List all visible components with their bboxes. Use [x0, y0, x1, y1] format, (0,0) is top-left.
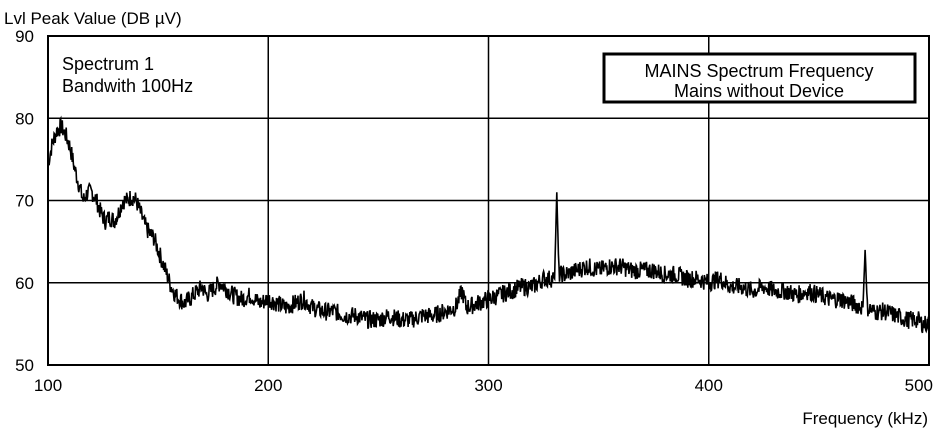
y-tick-label: 60	[15, 274, 34, 293]
y-tick-label: 90	[15, 27, 34, 46]
plot-frame	[47, 35, 930, 366]
x-tick-label: 300	[474, 376, 502, 395]
legend-subtitle: Mains without Device	[674, 81, 844, 101]
legend-box	[602, 52, 917, 104]
x-tick-label: 500	[905, 376, 933, 395]
y-tick-label: 50	[15, 356, 34, 375]
series-line	[47, 115, 930, 334]
legend-title: MAINS Spectrum Frequency	[644, 61, 873, 81]
y-tick-label: 80	[15, 109, 34, 128]
x-tick-label: 200	[254, 376, 282, 395]
spectrum-annotation-line1: Spectrum 1	[62, 54, 154, 74]
x-tick-label: 400	[695, 376, 723, 395]
x-tick-label: 100	[34, 376, 62, 395]
x-tick-labels: 100 200 300 400 500	[34, 376, 933, 395]
spectrum-annotation-line2: Bandwith 100Hz	[62, 76, 193, 96]
y-axis-label: Lvl Peak Value (DB µV)	[4, 9, 182, 28]
x-axis-label: Frequency (kHz)	[802, 409, 928, 428]
y-tick-label: 70	[15, 192, 34, 211]
y-tick-labels: 90 80 70 60 50	[15, 27, 34, 375]
